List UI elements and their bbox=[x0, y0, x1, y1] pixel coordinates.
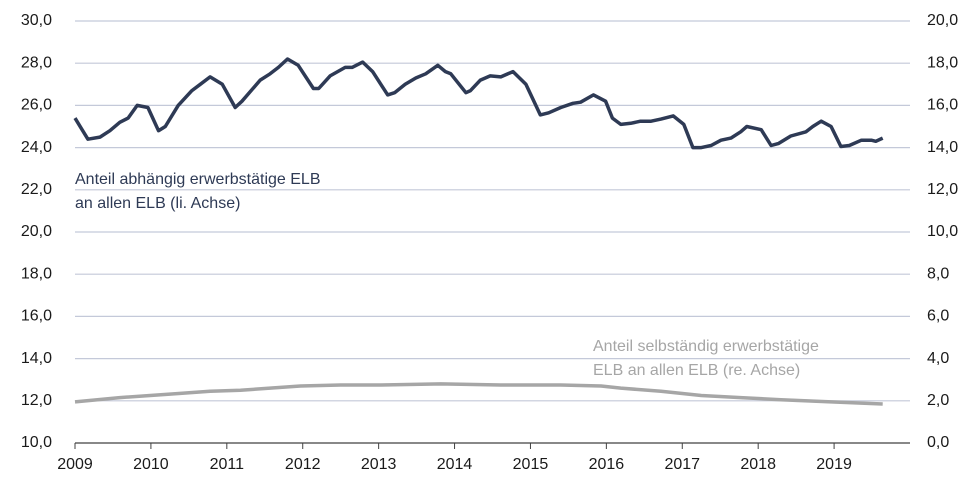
x-tick-label: 2014 bbox=[437, 456, 473, 473]
y-tick-label: 14,0 bbox=[21, 350, 52, 367]
x-tick-label: 2019 bbox=[816, 456, 852, 473]
y-tick-label: 10,0 bbox=[21, 434, 52, 451]
y-tick-label: 30,0 bbox=[21, 12, 52, 29]
x-tick-label: 2017 bbox=[664, 456, 700, 473]
y2-tick-label: 2,0 bbox=[927, 392, 949, 409]
y2-tick-label: 0,0 bbox=[927, 434, 949, 451]
x-tick-label: 2010 bbox=[133, 456, 169, 473]
annotation: an allen ELB (li. Achse) bbox=[75, 195, 240, 212]
x-tick-label: 2009 bbox=[57, 456, 93, 473]
x-tick-label: 2016 bbox=[589, 456, 625, 473]
annotation: Anteil abhängig erwerbstätige ELB bbox=[75, 171, 321, 188]
annotation: ELB an allen ELB (re. Achse) bbox=[593, 362, 800, 379]
y2-tick-label: 14,0 bbox=[927, 139, 958, 156]
line bbox=[73, 57, 884, 150]
y-tick-label: 12,0 bbox=[21, 392, 52, 409]
y2-tick-label: 20,0 bbox=[927, 12, 958, 29]
y-tick-label: 24,0 bbox=[21, 139, 52, 156]
y2-tick-label: 4,0 bbox=[927, 350, 949, 367]
annotation: Anteil selbständig erwerbstätige bbox=[593, 338, 819, 355]
y2-tick-label: 6,0 bbox=[927, 308, 949, 325]
x-tick-label: 2011 bbox=[210, 456, 245, 473]
y2-tick-label: 8,0 bbox=[927, 265, 949, 282]
y-tick-label: 22,0 bbox=[21, 181, 52, 198]
y-tick-label: 28,0 bbox=[21, 54, 52, 71]
y-tick-label: 26,0 bbox=[21, 97, 52, 114]
x-tick-label: 2013 bbox=[361, 456, 397, 473]
y2-tick-label: 10,0 bbox=[927, 223, 958, 240]
x-tick-label: 2015 bbox=[513, 456, 549, 473]
y-tick-label: 18,0 bbox=[21, 265, 52, 282]
y2-tick-label: 12,0 bbox=[927, 181, 958, 198]
x-tick-label: 2012 bbox=[285, 456, 321, 473]
y2-tick-label: 18,0 bbox=[927, 54, 958, 71]
y2-tick-label: 16,0 bbox=[927, 97, 958, 114]
line bbox=[74, 382, 883, 406]
y-tick-label: 20,0 bbox=[21, 223, 52, 240]
y-tick-label: 16,0 bbox=[21, 308, 52, 325]
x-tick-label: 2018 bbox=[740, 456, 776, 473]
